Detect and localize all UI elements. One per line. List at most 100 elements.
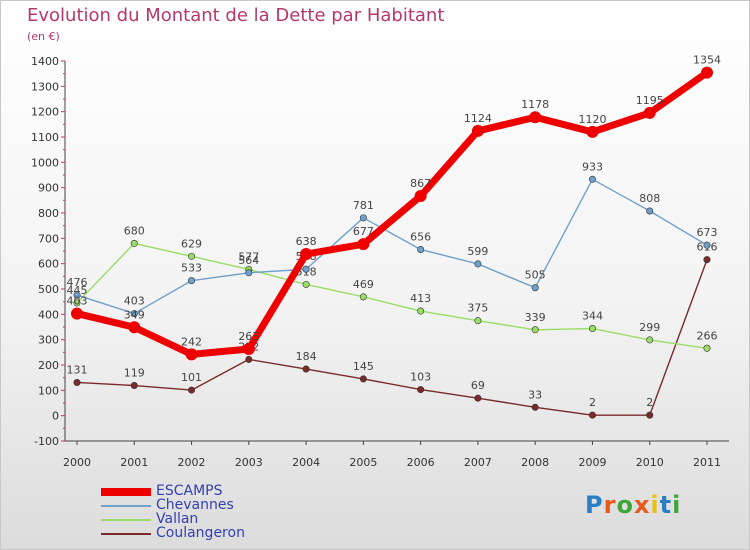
data-point xyxy=(188,277,196,285)
legend-label: Vallan xyxy=(156,511,199,527)
x-tick-label: 2009 xyxy=(578,456,606,469)
data-point xyxy=(302,280,310,288)
data-point xyxy=(474,317,482,325)
data-label: 119 xyxy=(124,367,145,380)
x-tick-label: 2007 xyxy=(464,456,492,469)
proxiti-logo: Proxiti xyxy=(585,491,681,519)
legend-label: Chevannes xyxy=(156,497,234,513)
y-tick-label: 100 xyxy=(38,384,59,397)
data-label: 266 xyxy=(697,329,718,342)
data-label: 299 xyxy=(639,321,660,334)
data-point xyxy=(643,106,656,119)
x-tick-label: 2010 xyxy=(636,456,664,469)
x-tick-label: 2003 xyxy=(235,456,263,469)
data-label: 445 xyxy=(67,284,88,297)
x-tick-label: 2000 xyxy=(63,456,91,469)
data-label: 677 xyxy=(353,225,374,238)
data-point xyxy=(474,394,482,402)
data-point xyxy=(414,190,427,203)
y-tick-label: 600 xyxy=(38,258,59,271)
data-label: 577 xyxy=(238,250,259,263)
data-point xyxy=(302,265,310,273)
y-tick-label: 200 xyxy=(38,359,59,372)
data-point xyxy=(359,375,367,383)
y-tick-label: 1100 xyxy=(31,131,59,144)
data-label: 349 xyxy=(124,308,145,321)
data-point xyxy=(357,238,370,251)
data-point xyxy=(588,411,596,419)
series-line xyxy=(76,258,708,416)
x-tick-label: 2006 xyxy=(407,456,435,469)
legend-swatch xyxy=(101,519,151,521)
data-point xyxy=(531,403,539,411)
data-label: 1124 xyxy=(464,112,492,125)
data-point xyxy=(531,284,539,292)
data-point xyxy=(646,336,654,344)
data-label: 375 xyxy=(467,302,488,315)
data-point xyxy=(703,344,711,352)
data-point xyxy=(188,386,196,394)
x-tick-label: 2002 xyxy=(178,456,206,469)
series-line xyxy=(73,69,711,358)
data-label: 781 xyxy=(353,199,374,212)
data-point xyxy=(130,239,138,247)
logo-letter: t xyxy=(659,491,673,519)
data-point xyxy=(586,125,599,138)
data-point xyxy=(73,378,81,386)
x-tick-label: 2011 xyxy=(693,456,721,469)
data-point xyxy=(185,348,198,361)
data-label: 933 xyxy=(582,160,603,173)
y-tick-label: 1000 xyxy=(31,156,59,169)
data-label: 564 xyxy=(238,254,259,267)
data-point xyxy=(471,124,484,137)
y-tick-label: 300 xyxy=(38,334,59,347)
data-label: 103 xyxy=(410,371,431,384)
data-point xyxy=(646,411,654,419)
data-label: 505 xyxy=(525,269,546,282)
data-point xyxy=(302,365,310,373)
data-point xyxy=(130,382,138,390)
data-point xyxy=(242,343,255,356)
logo-letter: i xyxy=(672,491,682,519)
legend-swatch xyxy=(101,533,151,535)
data-label: 533 xyxy=(181,262,202,275)
series-chevannes: 476403533564578781656599505933808673 xyxy=(67,160,718,318)
data-label: 413 xyxy=(410,292,431,305)
legend-swatch xyxy=(101,488,151,496)
y-tick-label: 400 xyxy=(38,308,59,321)
y-tick-label: 800 xyxy=(38,207,59,220)
data-point xyxy=(531,326,539,334)
data-point xyxy=(188,252,196,260)
data-point xyxy=(128,321,141,334)
data-label: 403 xyxy=(124,295,145,308)
x-tick-label: 2005 xyxy=(349,456,377,469)
data-label: 656 xyxy=(410,230,431,243)
data-label: 599 xyxy=(467,245,488,258)
series-coulangeron: 131119101222184145103693322616 xyxy=(67,241,718,419)
x-tick-label: 2001 xyxy=(120,456,148,469)
series-line xyxy=(76,242,708,349)
data-label: 2 xyxy=(589,396,596,409)
data-label: 1195 xyxy=(636,94,664,107)
logo-letter: x xyxy=(633,491,651,519)
data-label: 673 xyxy=(697,226,718,239)
y-tick-label: -100 xyxy=(34,435,59,448)
data-label: 1120 xyxy=(578,113,606,126)
data-point xyxy=(73,299,81,307)
data-label: 33 xyxy=(528,388,542,401)
data-point xyxy=(588,325,596,333)
data-point xyxy=(529,111,542,124)
data-label: 469 xyxy=(353,278,374,291)
y-tick-label: 700 xyxy=(38,232,59,245)
data-label: 131 xyxy=(67,363,88,376)
x-tick-label: 2004 xyxy=(292,456,320,469)
data-point xyxy=(245,269,253,277)
series-line xyxy=(76,178,708,315)
data-label: 476 xyxy=(67,276,88,289)
data-point xyxy=(73,291,81,299)
data-point xyxy=(646,207,654,215)
data-label: 242 xyxy=(181,335,202,348)
